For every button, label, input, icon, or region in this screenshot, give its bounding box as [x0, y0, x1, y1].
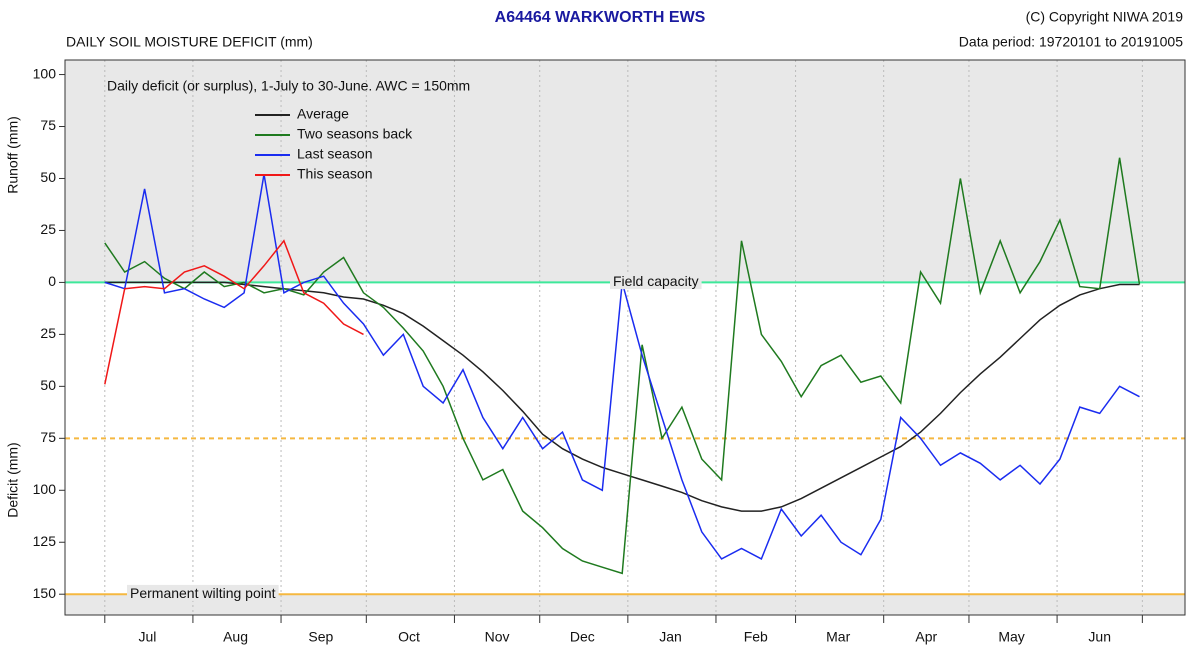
legend-label: Last season — [297, 146, 373, 162]
below-wilting-zone — [65, 594, 1185, 615]
y-tick-label: 50 — [40, 377, 56, 393]
y-tick-label: 125 — [33, 533, 57, 549]
y-label-upper: Runoff (mm) — [5, 116, 21, 194]
y-tick-label: 75 — [40, 429, 56, 445]
x-tick-label: Apr — [915, 629, 937, 645]
annotation: Daily deficit (or surplus), 1-July to 30… — [107, 78, 470, 94]
x-tick-label: Sep — [308, 629, 333, 645]
x-tick-label: Mar — [826, 629, 850, 645]
x-tick-label: Jul — [138, 629, 156, 645]
reference-label: Permanent wilting point — [130, 585, 276, 601]
series-line — [104, 239, 364, 385]
y-tick-label: 100 — [33, 65, 57, 81]
plot-frame — [64, 59, 1186, 616]
x-tick-label: Feb — [744, 629, 768, 645]
series-line — [104, 157, 1141, 575]
y-tick-label: 25 — [40, 325, 56, 341]
x-tick-label: Dec — [570, 629, 595, 645]
y-tick-label: 0 — [48, 273, 56, 289]
x-tick-label: Oct — [398, 629, 420, 645]
y-tick-label: 100 — [33, 481, 57, 497]
y-tick-label: 75 — [40, 117, 56, 133]
x-tick-label: Nov — [485, 629, 510, 645]
legend-label: This season — [297, 166, 372, 182]
y-tick-label: 25 — [40, 221, 56, 237]
legend-label: Two seasons back — [297, 126, 413, 142]
y-label-lower: Deficit (mm) — [5, 442, 21, 517]
reference-label-bg — [610, 273, 702, 290]
chart-title: A64464 WARKWORTH EWS — [495, 9, 706, 26]
x-tick-label: May — [998, 629, 1024, 645]
reference-label-bg — [127, 584, 279, 601]
reference-label: Field capacity — [613, 273, 699, 289]
y-tick-label: 50 — [40, 169, 56, 185]
legend-label: Average — [297, 106, 349, 122]
y-tick-label: 150 — [33, 585, 57, 601]
x-tick-label: Jun — [1088, 629, 1111, 645]
copyright: (C) Copyright NIWA 2019 — [1026, 9, 1184, 25]
series-line — [104, 281, 1140, 512]
data-period: Data period: 19720101 to 20191005 — [959, 34, 1183, 50]
x-tick-label: Jan — [659, 629, 682, 645]
subtitle: DAILY SOIL MOISTURE DEFICIT (mm) — [66, 34, 313, 50]
x-tick-label: Aug — [223, 629, 248, 645]
